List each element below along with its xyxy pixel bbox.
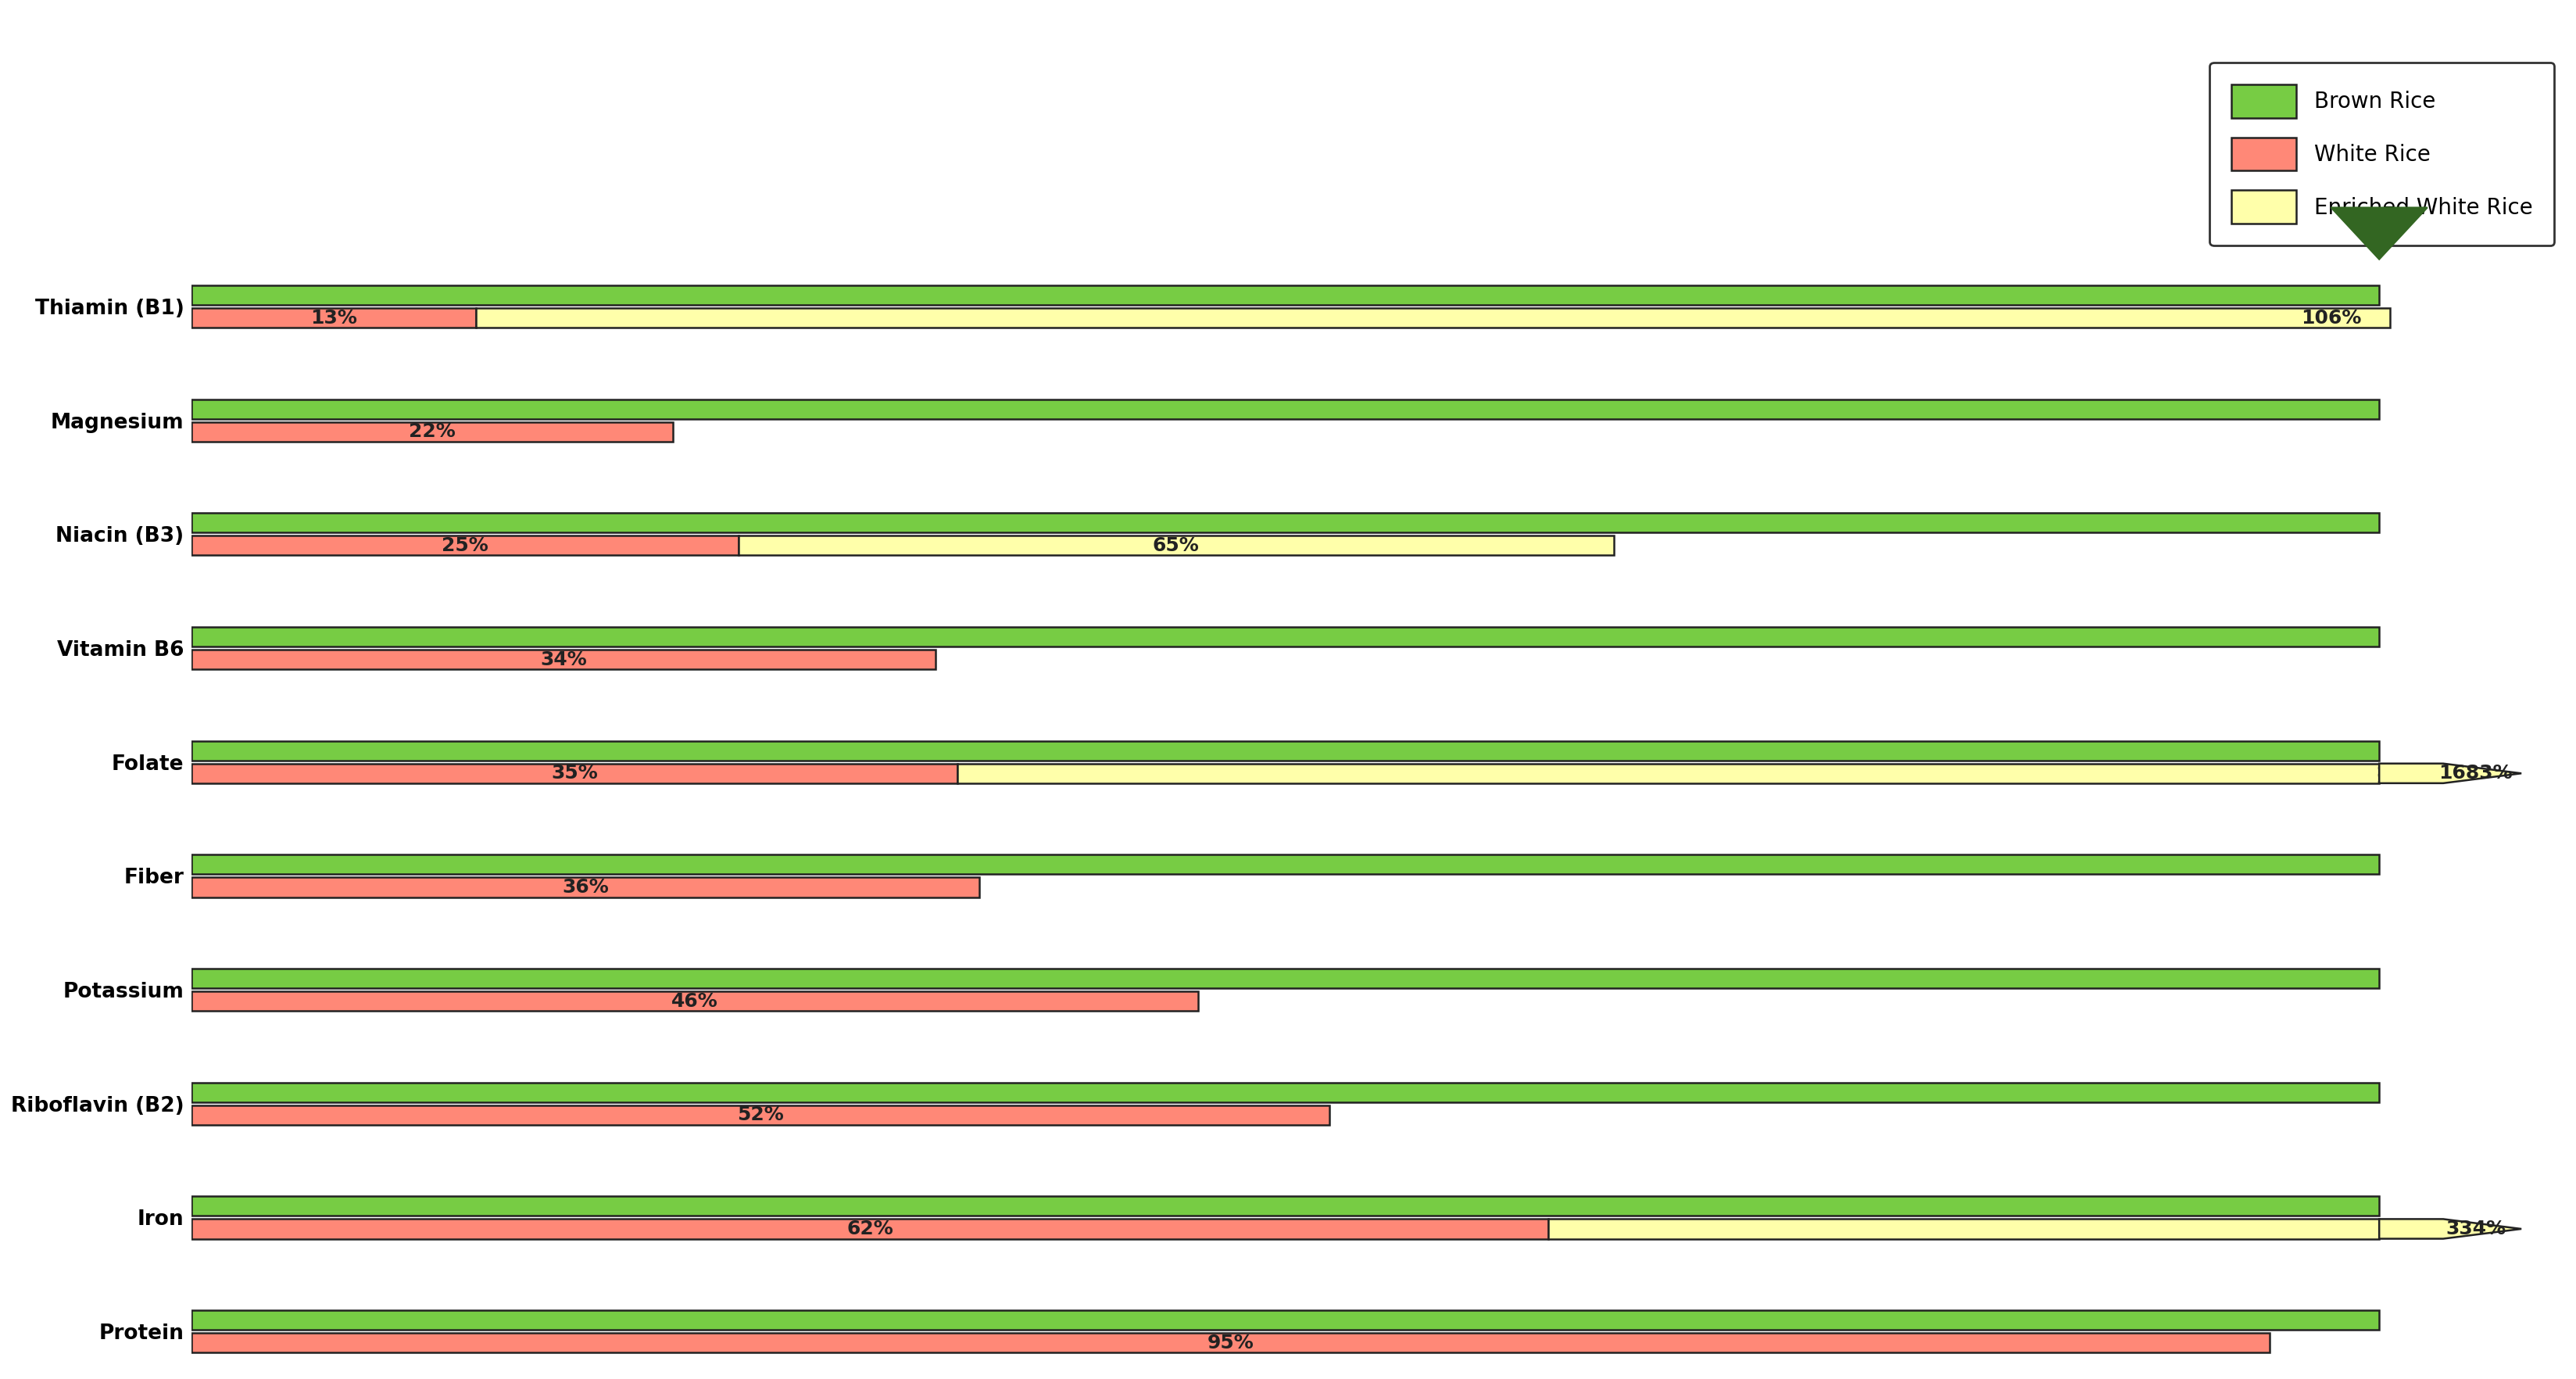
Bar xyxy=(477,308,2391,328)
Bar xyxy=(191,422,672,441)
Bar xyxy=(191,1333,2269,1353)
Bar xyxy=(191,1219,1548,1238)
Bar xyxy=(191,764,958,783)
Bar xyxy=(191,968,2380,989)
Polygon shape xyxy=(2380,1219,2522,1238)
Bar xyxy=(191,1105,1329,1125)
Text: 34%: 34% xyxy=(541,650,587,669)
Bar xyxy=(191,877,979,898)
Bar xyxy=(191,1083,2380,1102)
Bar xyxy=(191,513,2380,532)
Bar xyxy=(191,650,935,669)
Bar xyxy=(191,1196,2380,1216)
Bar xyxy=(191,399,2380,419)
Bar xyxy=(191,627,2380,647)
Text: 46%: 46% xyxy=(672,992,719,1011)
Legend: Brown Rice, White Rice, Enriched White Rice: Brown Rice, White Rice, Enriched White R… xyxy=(2210,62,2555,245)
Text: 100% of nutrients: 100% of nutrients xyxy=(2282,178,2476,200)
Bar xyxy=(958,764,2380,783)
Polygon shape xyxy=(2331,208,2427,259)
Text: 35%: 35% xyxy=(551,764,598,783)
Bar xyxy=(739,536,1613,556)
Bar xyxy=(191,285,2380,305)
Bar xyxy=(191,741,2380,760)
Text: 25%: 25% xyxy=(440,536,489,554)
Text: 13%: 13% xyxy=(312,309,358,327)
Text: 62%: 62% xyxy=(848,1219,894,1238)
Bar xyxy=(191,1310,2380,1329)
Text: 95%: 95% xyxy=(1208,1333,1255,1353)
Text: 334%: 334% xyxy=(2445,1219,2506,1238)
Bar xyxy=(1548,1219,2380,1238)
Text: 22%: 22% xyxy=(410,422,456,441)
Text: 36%: 36% xyxy=(562,878,608,896)
Polygon shape xyxy=(2380,764,2522,783)
Bar xyxy=(191,308,477,328)
Text: Brown Rice: Brown Rice xyxy=(2298,120,2463,145)
Bar xyxy=(191,855,2380,874)
Text: 65%: 65% xyxy=(1151,536,1200,554)
Text: 106%: 106% xyxy=(2300,309,2362,327)
Text: 52%: 52% xyxy=(737,1106,783,1124)
Bar xyxy=(191,536,739,556)
Bar xyxy=(191,992,1198,1011)
Text: 1683%: 1683% xyxy=(2439,764,2512,783)
